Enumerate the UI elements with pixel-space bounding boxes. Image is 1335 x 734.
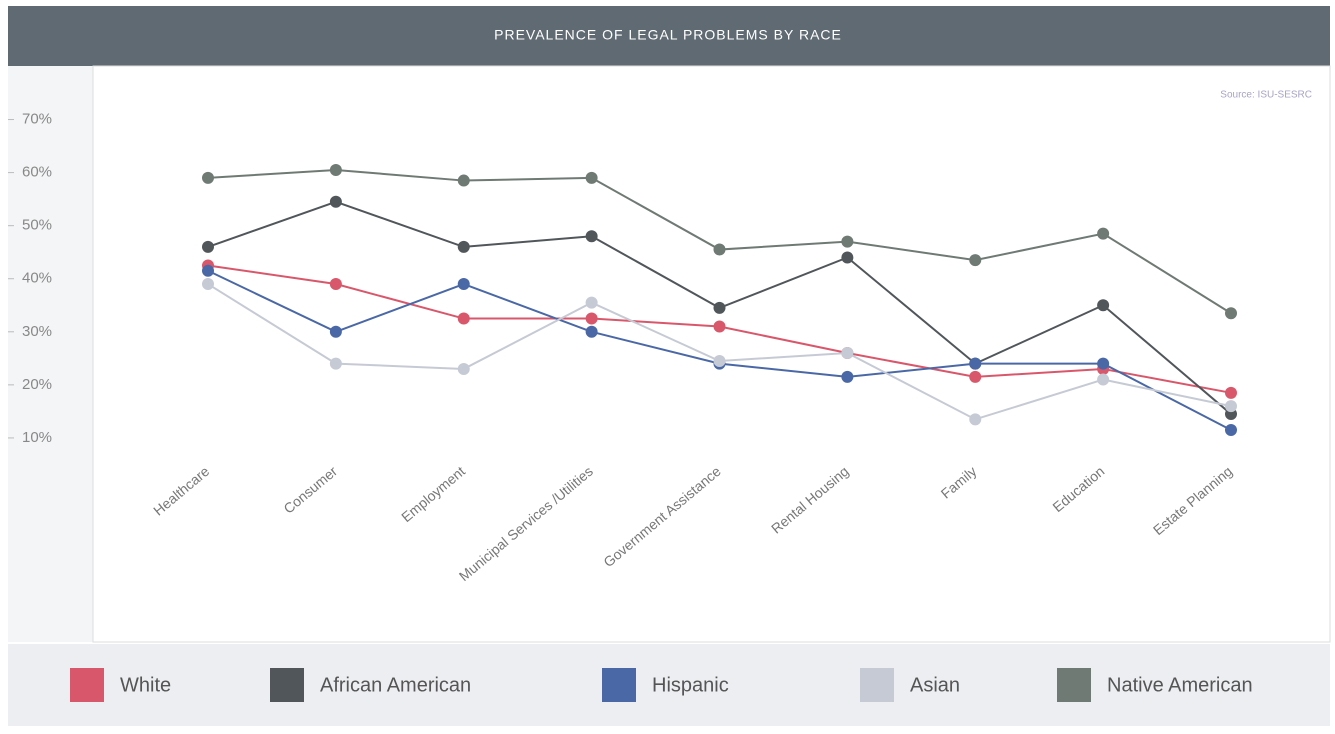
data-point [1225, 386, 1237, 399]
data-point [713, 301, 726, 314]
data-point [713, 320, 726, 333]
data-point [1097, 357, 1110, 370]
legend-label: Asian [910, 674, 960, 696]
data-point [457, 278, 470, 291]
y-tick-label: 10% [22, 429, 52, 446]
data-point [585, 325, 598, 338]
legend-label: African American [320, 674, 471, 696]
legend-swatch [70, 668, 104, 702]
y-tick-label: 60% [22, 164, 52, 181]
y-tick-label: 30% [22, 323, 52, 340]
legend-swatch [270, 668, 304, 702]
data-point [202, 240, 214, 253]
data-point [457, 174, 470, 187]
y-tick-label: 20% [22, 376, 52, 393]
legend-label: Hispanic [652, 674, 729, 696]
data-point [1225, 400, 1237, 413]
data-point [841, 347, 854, 360]
legend-label: White [120, 674, 171, 696]
data-point [1097, 227, 1110, 240]
data-point [713, 354, 726, 367]
legend-bar [8, 644, 1330, 726]
plot-panel [92, 65, 1331, 643]
legend-swatch [1057, 668, 1091, 702]
data-point [969, 413, 982, 426]
y-tick-label: 40% [22, 270, 52, 287]
data-point [841, 370, 854, 383]
legend-swatch [602, 668, 636, 702]
legend-swatch [860, 668, 894, 702]
legend-label: Native American [1107, 674, 1253, 696]
data-point [329, 325, 342, 338]
data-point [841, 235, 854, 248]
data-point [841, 251, 854, 264]
data-point [457, 240, 470, 253]
data-point [585, 296, 598, 309]
y-tick-label: 70% [22, 111, 52, 128]
chart-title: PREVALENCE OF LEGAL PROBLEMS BY RACE [494, 27, 842, 43]
data-point [329, 357, 342, 370]
data-point [969, 254, 982, 267]
data-point [1097, 373, 1110, 386]
y-tick-label: 50% [22, 217, 52, 234]
data-point [1097, 299, 1110, 312]
data-point [585, 230, 598, 243]
data-point [329, 195, 342, 208]
data-point [969, 357, 982, 370]
data-point [585, 312, 598, 325]
data-point [1225, 423, 1237, 436]
axis-panel [8, 66, 93, 642]
data-point [585, 171, 598, 184]
data-point [202, 278, 214, 291]
data-point [202, 264, 214, 277]
header-bar [8, 6, 1330, 66]
source: Source: ISU-SESRC [1220, 90, 1312, 101]
data-point [329, 163, 342, 176]
data-point [202, 171, 214, 184]
data-point [1225, 307, 1237, 320]
data-point [457, 312, 470, 325]
data-point [457, 362, 470, 375]
data-point [969, 370, 982, 383]
data-point [329, 278, 342, 291]
data-point [713, 243, 726, 256]
